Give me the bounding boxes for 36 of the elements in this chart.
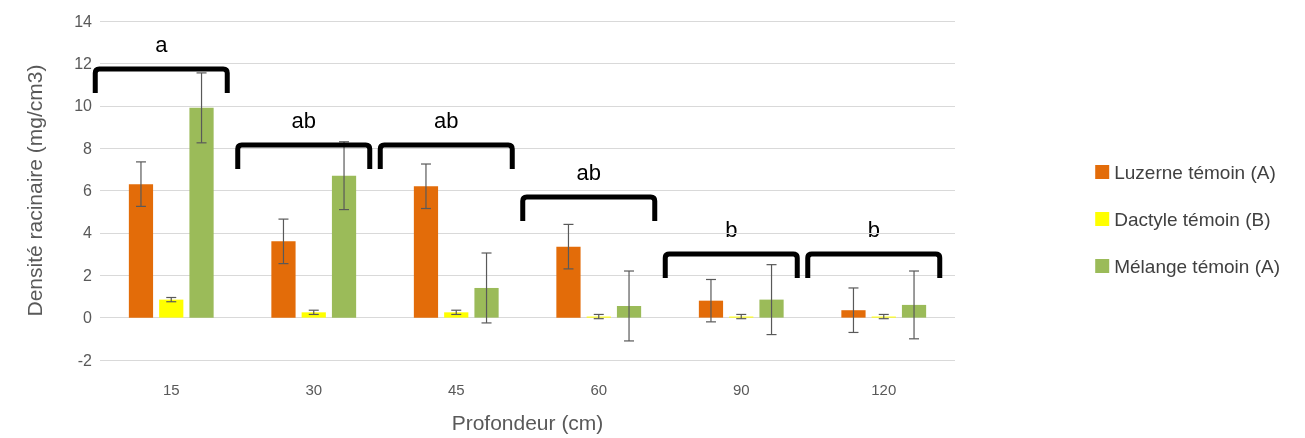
x-tick-label: 60 xyxy=(590,381,608,398)
bar xyxy=(301,312,326,318)
y-tick-label: 2 xyxy=(83,266,93,284)
x-tick-label: 45 xyxy=(447,381,465,398)
bar xyxy=(413,186,439,318)
bar xyxy=(331,175,357,318)
bar xyxy=(841,310,866,318)
x-axis-title: Profondeur (cm) xyxy=(451,411,604,434)
bar xyxy=(474,287,499,318)
legend-label: Mélange témoin (A) xyxy=(1114,255,1280,277)
bar xyxy=(128,184,154,318)
y-tick-label: 8 xyxy=(83,139,93,157)
bar xyxy=(759,299,784,318)
x-tick-label: 120 xyxy=(871,381,897,398)
x-tick-label: 30 xyxy=(305,381,323,398)
y-tick-label: 0 xyxy=(83,309,93,327)
y-tick-label: 4 xyxy=(83,224,93,242)
x-tick-label: 90 xyxy=(732,381,750,398)
bar xyxy=(271,241,296,318)
y-tick-label: 12 xyxy=(74,54,93,72)
x-tick-label: 15 xyxy=(162,381,180,398)
annotation: ab xyxy=(434,107,459,133)
bar xyxy=(189,107,214,318)
annotation: ab xyxy=(576,159,601,185)
y-tick-label: 10 xyxy=(74,97,93,115)
y-tick-label: -2 xyxy=(77,351,93,369)
bar xyxy=(159,299,184,318)
annotation: a xyxy=(155,31,169,57)
bar xyxy=(556,246,581,318)
y-tick-label: 14 xyxy=(74,12,93,30)
y-axis-title: Densité racinaire (mg/cm3) xyxy=(23,64,46,317)
legend-label: Dactyle témoin (B) xyxy=(1114,208,1271,230)
y-tick-label: 6 xyxy=(83,182,93,199)
legend-label: Luzerne témoin (A) xyxy=(1114,161,1276,183)
annotation: ab xyxy=(291,107,316,133)
bar xyxy=(444,312,469,318)
